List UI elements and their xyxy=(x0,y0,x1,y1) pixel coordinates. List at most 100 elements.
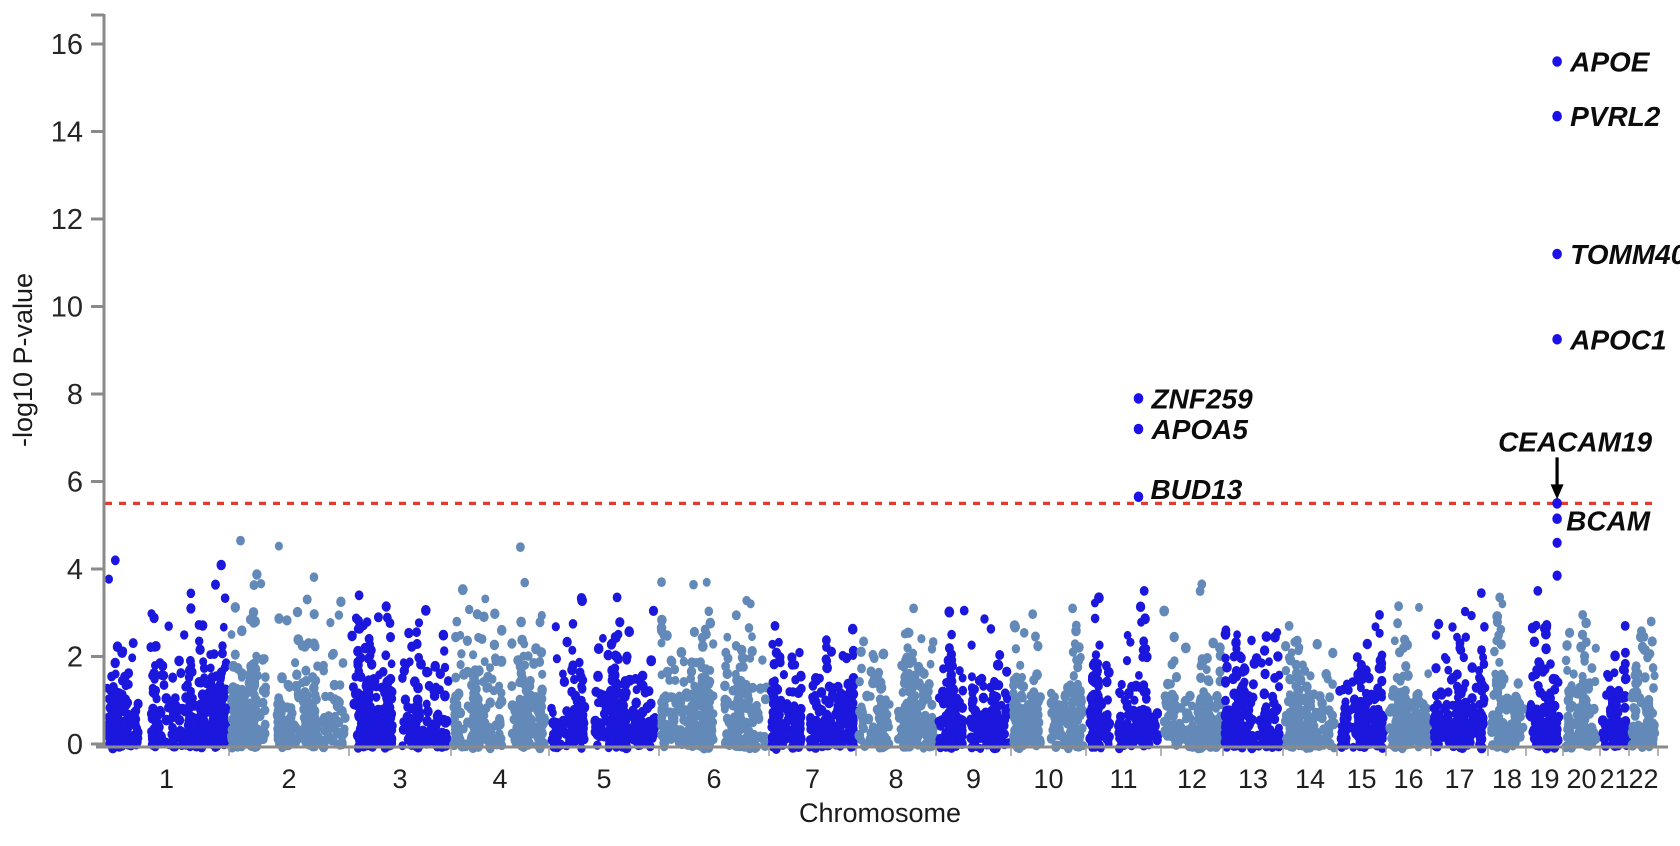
snp-point xyxy=(1000,729,1009,739)
snp-point xyxy=(258,725,268,736)
snp-point xyxy=(898,687,907,697)
snp-point xyxy=(150,642,159,652)
snp-point xyxy=(114,731,124,742)
snp-point xyxy=(237,673,246,682)
snp-point xyxy=(469,650,478,660)
snp-point xyxy=(902,722,911,732)
snp-point xyxy=(657,614,667,626)
snp-point xyxy=(1126,637,1135,647)
snp-point xyxy=(785,687,794,697)
snp-point xyxy=(742,595,751,606)
snp-point xyxy=(1141,693,1151,704)
snp-peak-point xyxy=(1197,579,1207,590)
snp-point xyxy=(311,675,321,686)
snp-point xyxy=(147,726,156,737)
snp-point xyxy=(945,686,955,697)
snp-point xyxy=(857,663,866,674)
snp-point xyxy=(1174,734,1183,744)
snp-point xyxy=(834,728,843,738)
snp-point xyxy=(302,594,312,605)
snp-point xyxy=(207,727,217,738)
snp-point xyxy=(515,661,525,672)
snp-peak-point xyxy=(1139,586,1149,596)
snp-point xyxy=(1468,702,1478,713)
background-points xyxy=(103,535,1660,755)
snp-point xyxy=(424,667,433,677)
snp-point xyxy=(1444,687,1453,697)
snp-point xyxy=(570,674,579,685)
snp-point xyxy=(309,638,319,649)
snp-point xyxy=(1442,714,1452,725)
snp-point xyxy=(676,647,687,658)
snp-point xyxy=(1315,691,1325,702)
snp-point xyxy=(196,699,205,709)
snp-point xyxy=(701,712,710,723)
snp-point xyxy=(120,721,128,731)
snp-point xyxy=(1125,709,1135,721)
snp-point xyxy=(233,663,243,674)
snp-point xyxy=(1321,669,1331,680)
snp-point xyxy=(427,735,436,745)
snp-point xyxy=(967,734,977,744)
snp-point xyxy=(926,659,935,669)
snp-point xyxy=(455,707,466,719)
snp-point xyxy=(128,653,137,663)
snp-point xyxy=(568,645,577,655)
snp-point xyxy=(111,669,120,679)
snp-point xyxy=(1460,703,1470,713)
snp-point xyxy=(818,732,827,741)
snp-point xyxy=(659,725,669,736)
snp-point xyxy=(483,671,493,683)
snp-point xyxy=(519,651,528,661)
snp-point xyxy=(902,652,912,664)
snp-point xyxy=(152,694,161,704)
snp-point xyxy=(992,659,1003,671)
snp-point xyxy=(770,701,781,712)
snp-point xyxy=(294,692,304,703)
snp-point xyxy=(593,670,603,682)
snp-point xyxy=(1292,693,1301,704)
snp-point xyxy=(1248,692,1258,703)
snp-point xyxy=(1223,728,1233,738)
snp-point xyxy=(775,652,785,663)
snp-point xyxy=(1094,696,1103,707)
snp-point xyxy=(1459,652,1469,663)
snp-point xyxy=(516,728,525,738)
snp-point xyxy=(1002,666,1012,677)
snp-point xyxy=(1369,705,1379,715)
snp-point xyxy=(480,657,489,667)
snp-point xyxy=(1063,734,1073,745)
snp-point xyxy=(491,653,500,663)
snp-point xyxy=(274,695,284,706)
snp-point xyxy=(1375,628,1384,638)
snp-point xyxy=(245,614,256,625)
snp-point xyxy=(274,541,283,551)
snp-point xyxy=(1171,672,1182,683)
snp-point xyxy=(206,663,215,673)
snp-point xyxy=(429,690,440,701)
snp-point xyxy=(1377,650,1387,661)
snp-point xyxy=(854,730,865,741)
snp-point xyxy=(855,677,864,687)
snp-point xyxy=(338,658,348,668)
snp-point xyxy=(320,712,329,723)
snp-point xyxy=(423,706,433,717)
snp-point xyxy=(274,613,284,624)
snp-point xyxy=(538,669,547,679)
snp-point xyxy=(292,669,302,680)
snp-point xyxy=(1512,722,1521,731)
snp-point xyxy=(181,682,190,692)
snp-point xyxy=(1090,676,1100,688)
snp-point xyxy=(363,694,374,706)
snp-point xyxy=(367,726,376,736)
snp-point xyxy=(748,632,756,642)
snp-point xyxy=(412,638,422,650)
snp-point xyxy=(1240,666,1249,676)
snp-point xyxy=(866,692,875,701)
snp-point xyxy=(1396,732,1405,742)
snp-point xyxy=(228,692,238,703)
snp-point xyxy=(1068,647,1078,657)
snp-point xyxy=(651,712,659,722)
snp-point xyxy=(1480,622,1489,632)
